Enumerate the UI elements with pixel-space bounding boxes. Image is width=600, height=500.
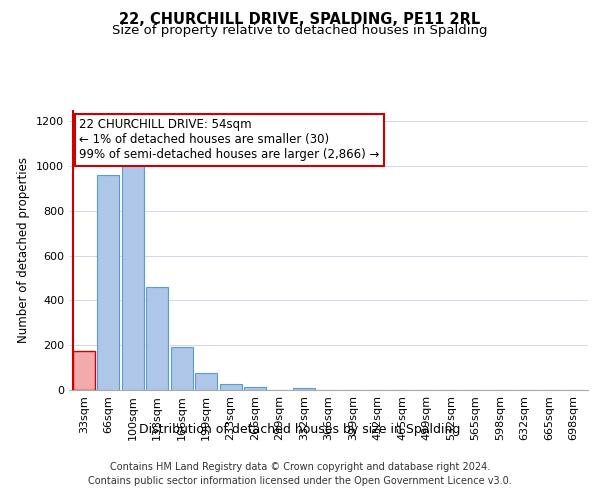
- Text: 22 CHURCHILL DRIVE: 54sqm
← 1% of detached houses are smaller (30)
99% of semi-d: 22 CHURCHILL DRIVE: 54sqm ← 1% of detach…: [79, 118, 380, 162]
- Y-axis label: Number of detached properties: Number of detached properties: [17, 157, 31, 343]
- Bar: [244, 386, 266, 390]
- Bar: [220, 384, 242, 390]
- Bar: [146, 287, 168, 390]
- Text: 22, CHURCHILL DRIVE, SPALDING, PE11 2RL: 22, CHURCHILL DRIVE, SPALDING, PE11 2RL: [119, 12, 481, 28]
- Text: Contains public sector information licensed under the Open Government Licence v3: Contains public sector information licen…: [88, 476, 512, 486]
- Text: Contains HM Land Registry data © Crown copyright and database right 2024.: Contains HM Land Registry data © Crown c…: [110, 462, 490, 472]
- Bar: [293, 388, 315, 390]
- Bar: [73, 351, 95, 390]
- Bar: [170, 348, 193, 390]
- Bar: [122, 166, 143, 390]
- Text: Size of property relative to detached houses in Spalding: Size of property relative to detached ho…: [112, 24, 488, 37]
- Bar: [97, 175, 119, 390]
- Bar: [195, 373, 217, 390]
- Text: Distribution of detached houses by size in Spalding: Distribution of detached houses by size …: [139, 422, 461, 436]
